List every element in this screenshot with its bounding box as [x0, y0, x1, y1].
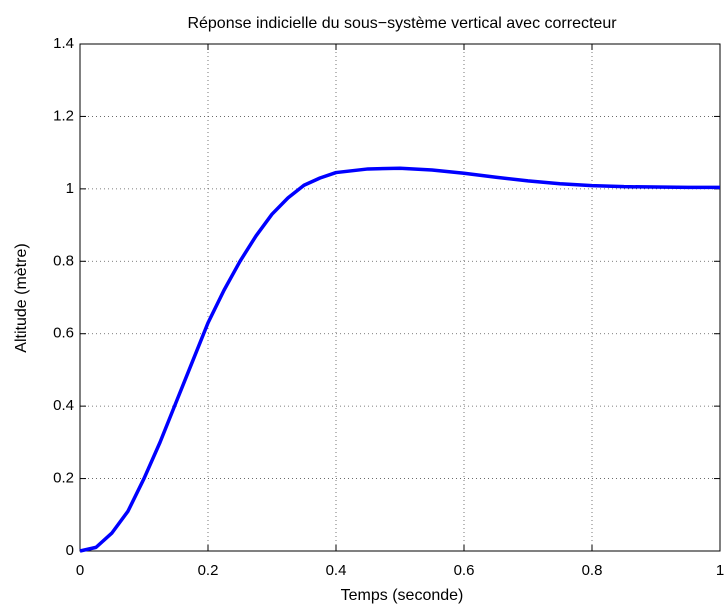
- y-tick-label: 0.4: [53, 397, 74, 414]
- x-tick-label: 0.8: [582, 562, 603, 579]
- y-tick-label: 1: [66, 180, 74, 197]
- x-tick-label: 0.4: [326, 562, 347, 579]
- plot-frame: [79, 43, 721, 552]
- y-tick-label: 0.2: [53, 470, 74, 487]
- y-tick-label: 0.6: [53, 325, 74, 342]
- x-tick-label: 0: [76, 562, 84, 579]
- y-tick-label: 1.4: [53, 35, 74, 52]
- y-axis-label: Altitude (mètre): [13, 243, 30, 352]
- x-tick-label: 0.6: [454, 562, 475, 579]
- y-tick-label: 0: [66, 542, 74, 559]
- x-tick-label: 1: [716, 562, 724, 579]
- line-series: [79, 166, 720, 553]
- y-tick-label: 1.2: [53, 107, 74, 124]
- y-tick-label: 0.8: [53, 252, 74, 269]
- chart-title: Réponse indicielle du sous−système verti…: [187, 15, 617, 32]
- x-axis-label: Temps (seconde): [341, 587, 464, 604]
- x-tick-label: 0.2: [198, 562, 219, 579]
